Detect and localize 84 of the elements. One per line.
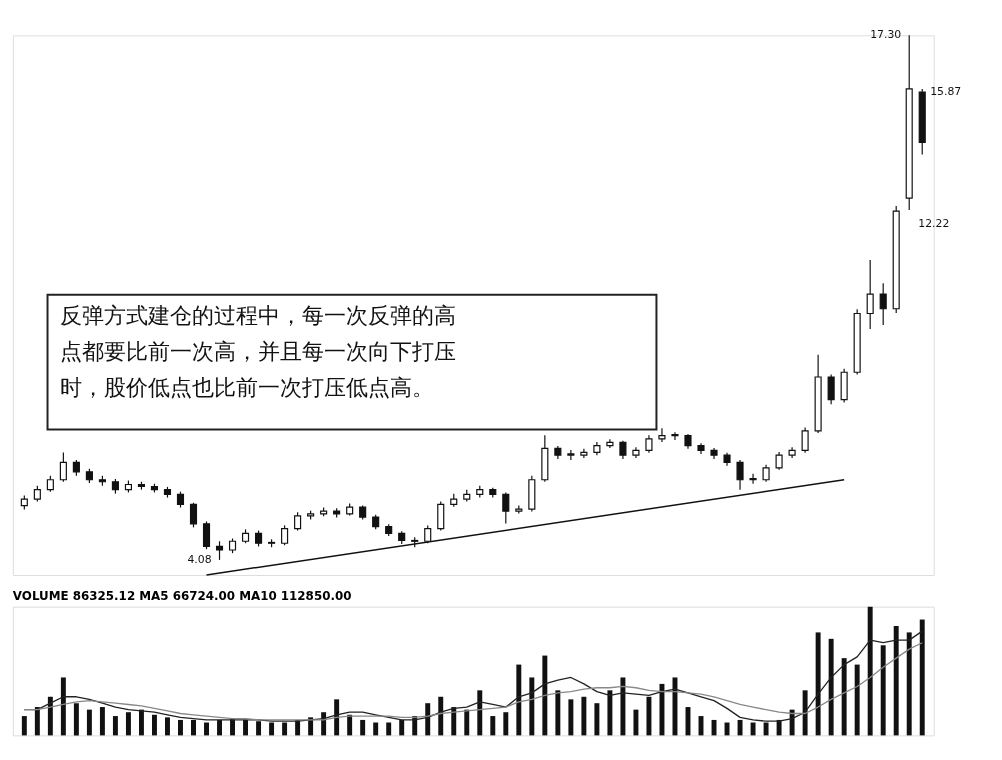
bar	[607, 690, 613, 736]
candlestick	[59, 451, 67, 483]
bar	[282, 722, 288, 736]
bar	[191, 719, 196, 736]
candlestick	[736, 459, 744, 491]
candlestick	[801, 426, 809, 454]
bar	[516, 664, 522, 736]
bar	[204, 722, 209, 736]
bar	[503, 712, 509, 736]
bar	[217, 719, 222, 736]
annotation: 4.08	[187, 552, 212, 566]
bar	[125, 712, 131, 736]
bar	[60, 677, 66, 736]
bar	[620, 677, 626, 736]
bar	[256, 721, 262, 736]
bar	[269, 722, 275, 736]
candlestick	[606, 438, 614, 449]
bar	[138, 709, 144, 736]
candlestick	[671, 431, 679, 441]
bar	[633, 709, 639, 736]
bar	[906, 632, 912, 736]
bar	[581, 696, 587, 736]
candlestick	[502, 491, 510, 524]
bar	[750, 722, 756, 736]
bar	[347, 714, 353, 736]
annotation: 17.30	[870, 28, 902, 42]
candlestick	[879, 282, 887, 326]
bar	[763, 722, 769, 736]
annotation: 12.22	[918, 216, 950, 230]
bar	[243, 719, 249, 736]
candlestick	[189, 502, 198, 528]
chart-title: VOLUME 86325.12 MA5 66724.00 MA10 112850.00	[12, 588, 352, 603]
bar	[802, 690, 808, 736]
bar	[568, 699, 574, 736]
bar	[21, 716, 27, 736]
annotation: 15.87	[930, 85, 962, 99]
candlestick	[215, 540, 224, 561]
bar	[360, 719, 366, 736]
bar	[737, 719, 743, 736]
bar	[919, 619, 925, 736]
bar	[112, 716, 118, 736]
bar	[867, 606, 873, 736]
bar	[724, 722, 730, 736]
bar	[334, 699, 340, 736]
bar	[165, 717, 170, 736]
bar	[828, 638, 834, 736]
candlestick	[658, 427, 666, 443]
bar	[594, 703, 600, 736]
bar	[47, 696, 53, 736]
candlestick	[619, 440, 627, 460]
bar	[815, 632, 821, 736]
bar	[529, 677, 535, 736]
bar	[438, 696, 444, 736]
candlestick	[202, 520, 211, 550]
bar	[854, 664, 860, 736]
bar	[73, 703, 79, 736]
annotation: 反弹方式建仓的过程中，每一次反弹的高点都要比前一次高，并且每一次向下打压时，股价低点也比前一次打压低点高。	[60, 303, 457, 400]
bar	[490, 716, 496, 736]
bar	[659, 683, 665, 736]
bar	[542, 655, 548, 736]
bar	[880, 645, 886, 736]
bar	[99, 707, 105, 736]
candlestick	[749, 473, 757, 485]
bar	[386, 722, 392, 736]
bar	[646, 696, 652, 736]
bar	[34, 707, 40, 736]
bar	[451, 707, 457, 736]
candlestick	[580, 448, 588, 459]
bar	[464, 709, 470, 736]
candlestick	[827, 374, 835, 405]
bar	[841, 658, 847, 736]
candlestick	[567, 449, 575, 461]
candlestick	[294, 511, 302, 532]
candlestick	[281, 524, 289, 546]
candlestick	[866, 259, 874, 330]
bar	[151, 714, 157, 736]
bar	[477, 690, 483, 736]
bar	[399, 719, 405, 736]
bar	[373, 722, 379, 736]
bar	[893, 625, 899, 736]
bar	[178, 719, 183, 736]
bar	[425, 703, 431, 736]
bar	[86, 709, 92, 736]
bar	[555, 690, 561, 736]
